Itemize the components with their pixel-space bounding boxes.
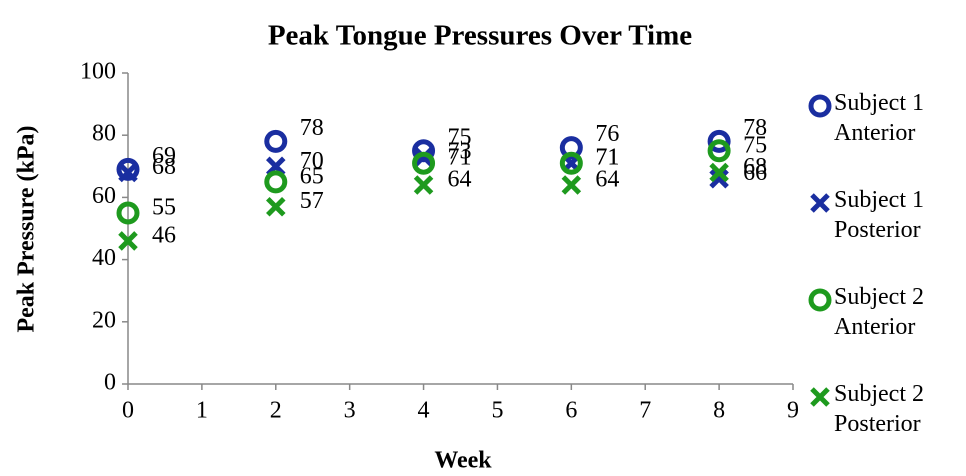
chart-title: Peak Tongue Pressures Over Time (268, 20, 692, 52)
data-label: 73 (448, 138, 472, 164)
x-tick-label: 4 (418, 398, 430, 424)
x-marker (709, 168, 729, 189)
x-marker (266, 156, 286, 177)
circle-marker (264, 129, 288, 153)
x-tick-label: 2 (270, 398, 282, 424)
legend-item: Subject 1 Posterior (806, 185, 966, 282)
y-tick-label: 0 (104, 370, 116, 396)
x-stroke (810, 193, 830, 213)
data-label: 70 (300, 148, 324, 174)
x-stroke (709, 162, 729, 183)
x-stroke (709, 168, 729, 189)
y-tick-label: 80 (92, 121, 116, 147)
legend-label: Subject 2 Anterior (834, 284, 924, 340)
legend-item: Subject 2 Anterior (806, 282, 966, 379)
legend-label: Subject 1 Anterior (834, 90, 924, 146)
legend-item: Subject 2 Posterior (806, 379, 966, 476)
y-tick-label: 20 (92, 307, 116, 333)
data-label: 66 (743, 160, 767, 186)
data-label: 68 (152, 154, 176, 180)
x-stroke (118, 231, 138, 251)
x-marker (413, 175, 434, 195)
x-marker (266, 196, 286, 217)
circle-marker (412, 151, 436, 175)
circle-marker (707, 129, 731, 153)
circle-marker (808, 94, 832, 118)
x-marker (561, 175, 582, 195)
legend-marker (810, 387, 830, 407)
x-stroke (561, 175, 582, 195)
y-axis-label: Peak Pressure (kPa) (14, 125, 40, 332)
x-stroke (266, 156, 286, 177)
x-stroke (810, 387, 830, 407)
legend-marker (808, 288, 832, 312)
x-tick-label: 0 (122, 398, 134, 424)
legend-marker (810, 193, 830, 213)
x-marker (413, 147, 434, 167)
x-stroke (118, 162, 138, 183)
legend-label: Subject 1 Posterior (834, 187, 924, 243)
x-tick-label: 5 (491, 398, 503, 424)
data-label: 55 (152, 194, 176, 220)
circle-marker (264, 170, 288, 194)
x-marker (709, 162, 729, 183)
legend-marker (808, 94, 832, 118)
circle-marker (707, 139, 731, 163)
x-tick-label: 3 (344, 398, 356, 424)
x-stroke (266, 196, 286, 217)
circle-marker (559, 151, 583, 175)
circle-marker (808, 288, 832, 312)
data-label: 57 (300, 188, 324, 214)
data-label: 69 (152, 143, 176, 169)
x-tick-label: 6 (565, 398, 577, 424)
x-tick-label: 1 (196, 398, 208, 424)
legend: Subject 1 Anterior Subject 1 Posterior Sub… (806, 88, 966, 476)
x-tick-label: 9 (787, 398, 799, 424)
legend-item: Subject 1 Anterior (806, 88, 966, 185)
data-label: 65 (300, 163, 324, 189)
data-label: 71 (448, 145, 472, 171)
x-tick-label: 7 (639, 398, 651, 424)
data-label: 64 (595, 166, 619, 192)
x-marker (810, 193, 830, 213)
y-tick-label: 100 (80, 59, 116, 85)
data-label: 64 (448, 166, 472, 192)
data-label: 75 (448, 124, 472, 150)
circle-marker (116, 201, 140, 225)
x-marker (118, 231, 138, 251)
data-label: 71 (595, 145, 619, 171)
legend-label: Subject 2 Posterior (834, 381, 924, 437)
x-marker (810, 387, 830, 407)
x-marker (118, 162, 138, 183)
x-axis-label: Week (434, 448, 492, 474)
data-label: 68 (743, 154, 767, 180)
y-tick-label: 40 (92, 245, 116, 271)
x-tick-label: 8 (713, 398, 725, 424)
y-tick-label: 60 (92, 183, 116, 209)
x-stroke (413, 147, 434, 167)
data-label: 46 (152, 222, 176, 248)
data-label: 71 (595, 145, 619, 171)
data-label: 76 (595, 121, 619, 147)
data-label: 75 (743, 132, 767, 158)
x-stroke (413, 175, 434, 195)
data-label: 78 (300, 115, 324, 141)
data-label: 78 (743, 115, 767, 141)
circle-marker (116, 157, 140, 181)
